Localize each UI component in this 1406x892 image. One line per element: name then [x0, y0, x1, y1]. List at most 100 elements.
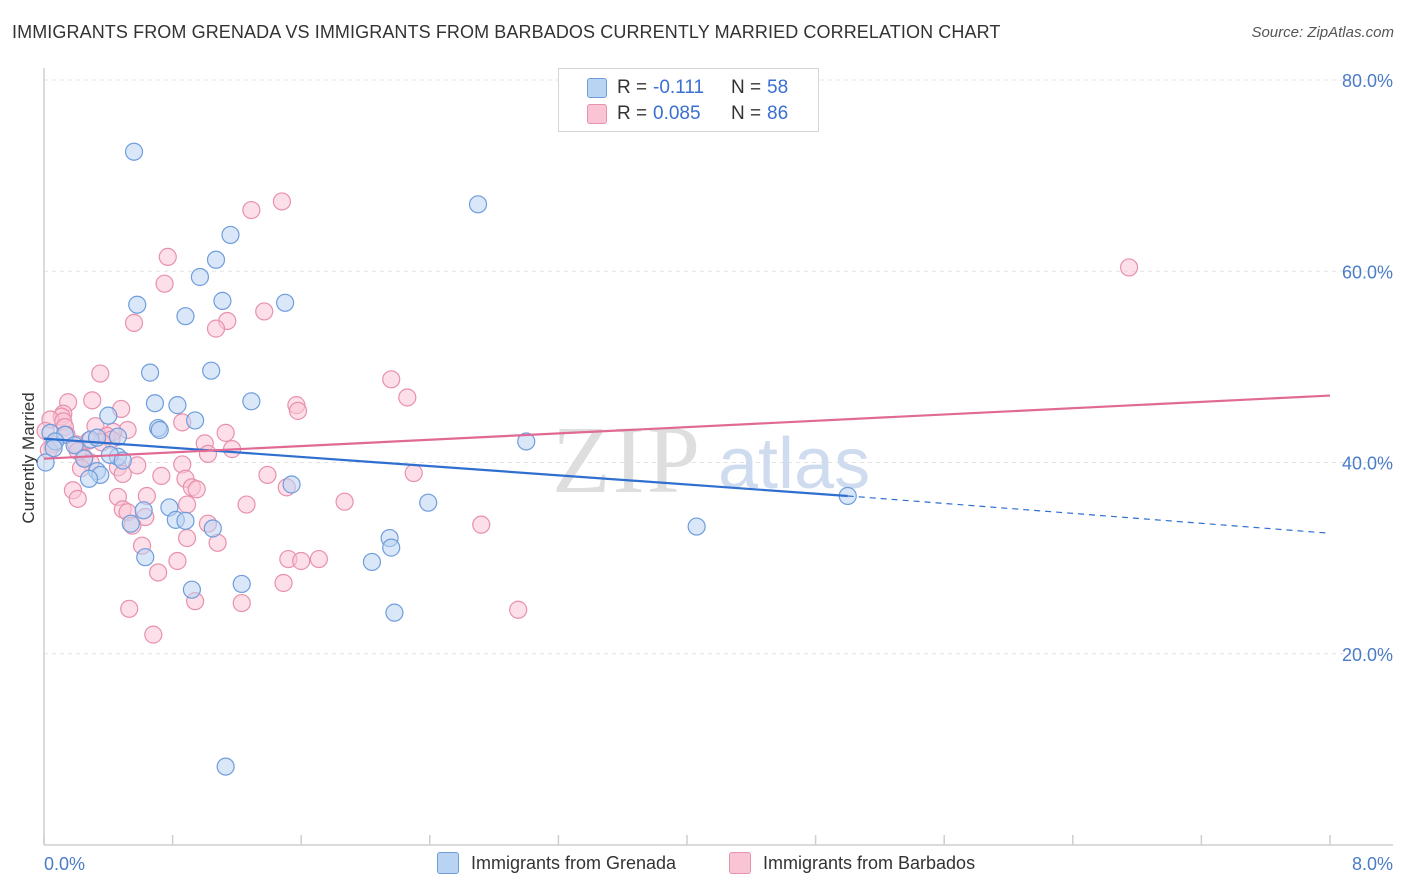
point-barbados: [155, 274, 174, 293]
point-grenada: [182, 580, 201, 599]
point-grenada: [216, 757, 235, 776]
point-barbados: [237, 495, 256, 514]
legend-r-value: -0.111: [653, 77, 705, 98]
point-grenada: [128, 295, 147, 314]
point-barbados: [124, 313, 144, 332]
point-grenada: [36, 453, 55, 472]
point-barbados: [272, 192, 292, 211]
point-grenada: [385, 603, 404, 622]
point-barbados: [404, 463, 423, 483]
legend-r-value: 0.085: [653, 103, 701, 124]
point-grenada: [176, 511, 195, 530]
y-tick-label: 80.0%: [1342, 71, 1393, 91]
point-grenada: [206, 250, 226, 269]
point-grenada: [213, 291, 232, 310]
point-grenada: [382, 538, 401, 557]
point-barbados: [144, 625, 163, 644]
legend-r-label: R =: [617, 103, 648, 124]
point-grenada: [134, 501, 153, 520]
point-barbados: [232, 593, 251, 613]
legend-swatch-barbados: [729, 852, 751, 874]
x-tick-labels: 0.0% 8.0%: [44, 854, 1393, 874]
y-axis-label: Currently Married: [19, 392, 38, 523]
y-tick-labels: 20.0% 40.0% 60.0% 80.0%: [1342, 71, 1393, 665]
point-grenada: [419, 493, 438, 512]
point-barbados: [198, 444, 218, 463]
legend-swatch-barbados: [587, 104, 607, 124]
legend-label-barbados: Immigrants from Barbados: [763, 853, 976, 873]
point-barbados: [509, 600, 528, 619]
point-barbados: [68, 489, 87, 508]
point-barbados: [187, 480, 206, 499]
point-grenada: [150, 420, 169, 440]
legend-n-label: N =: [731, 77, 762, 98]
point-barbados: [206, 319, 226, 338]
y-tick-label: 40.0%: [1342, 454, 1393, 474]
point-barbados: [292, 551, 311, 571]
point-grenada: [108, 427, 128, 446]
point-barbados: [398, 388, 417, 407]
point-barbados: [91, 364, 110, 383]
legend-r-label: R =: [617, 77, 648, 98]
point-barbados: [335, 492, 354, 511]
legend-label-grenada: Immigrants from Grenada: [471, 853, 677, 873]
x-tick-label: 0.0%: [44, 854, 85, 874]
point-barbados: [255, 302, 274, 321]
chart-title: IMMIGRANTS FROM GRENADA VS IMMIGRANTS FR…: [12, 22, 1001, 42]
point-grenada: [282, 475, 301, 494]
point-grenada: [202, 361, 221, 380]
y-tick-label: 60.0%: [1342, 262, 1393, 282]
x-tick-label: 8.0%: [1352, 854, 1393, 874]
point-barbados: [274, 573, 293, 593]
point-grenada: [124, 142, 144, 161]
legend-n-label: N =: [731, 103, 762, 124]
point-grenada: [75, 449, 94, 468]
y-tick-label: 20.0%: [1342, 645, 1393, 665]
source-credit: Source: ZipAtlas.com: [1251, 24, 1394, 41]
point-grenada: [176, 307, 195, 326]
point-barbados: [149, 563, 168, 582]
point-barbados: [382, 370, 401, 389]
x-tick-marks: [43, 835, 1331, 845]
point-grenada: [242, 392, 261, 411]
point-barbados: [309, 549, 328, 569]
point-grenada: [113, 451, 132, 470]
point-barbados: [158, 247, 177, 267]
point-grenada: [362, 552, 382, 572]
point-barbados: [1119, 258, 1139, 277]
trend-lines: [43, 394, 1331, 534]
point-barbados: [242, 200, 261, 220]
point-grenada: [136, 548, 155, 567]
point-grenada: [276, 293, 295, 312]
trend-line-grenada-extension: [847, 495, 1331, 534]
point-barbados: [258, 465, 277, 485]
grid-lines: [44, 79, 1393, 655]
point-barbados: [120, 599, 139, 618]
point-grenada: [203, 519, 222, 538]
point-grenada: [168, 396, 187, 415]
point-grenada: [186, 411, 205, 430]
point-grenada: [190, 267, 210, 287]
point-barbados: [177, 528, 197, 548]
legend-n-value: 58: [767, 77, 789, 98]
point-barbados: [168, 551, 187, 571]
point-grenada: [687, 517, 706, 536]
point-grenada: [221, 225, 240, 245]
point-grenada: [468, 195, 488, 214]
point-grenada: [145, 394, 165, 413]
point-grenada: [232, 574, 251, 594]
trend-line-barbados: [43, 394, 1331, 460]
point-grenada: [121, 514, 140, 533]
legend-n-value: 86: [767, 103, 789, 124]
legend: R = -0.111 N = 58 R = 0.085 N = 86: [558, 68, 819, 132]
point-grenada: [517, 432, 536, 451]
point-barbados: [472, 515, 491, 534]
legend-swatch-grenada: [437, 852, 459, 874]
point-grenada: [140, 363, 160, 382]
trend-line-grenada: [43, 437, 848, 498]
legend-swatch-grenada: [587, 78, 607, 98]
point-barbados: [288, 401, 308, 420]
point-barbados: [83, 391, 102, 410]
point-barbados: [177, 495, 197, 514]
